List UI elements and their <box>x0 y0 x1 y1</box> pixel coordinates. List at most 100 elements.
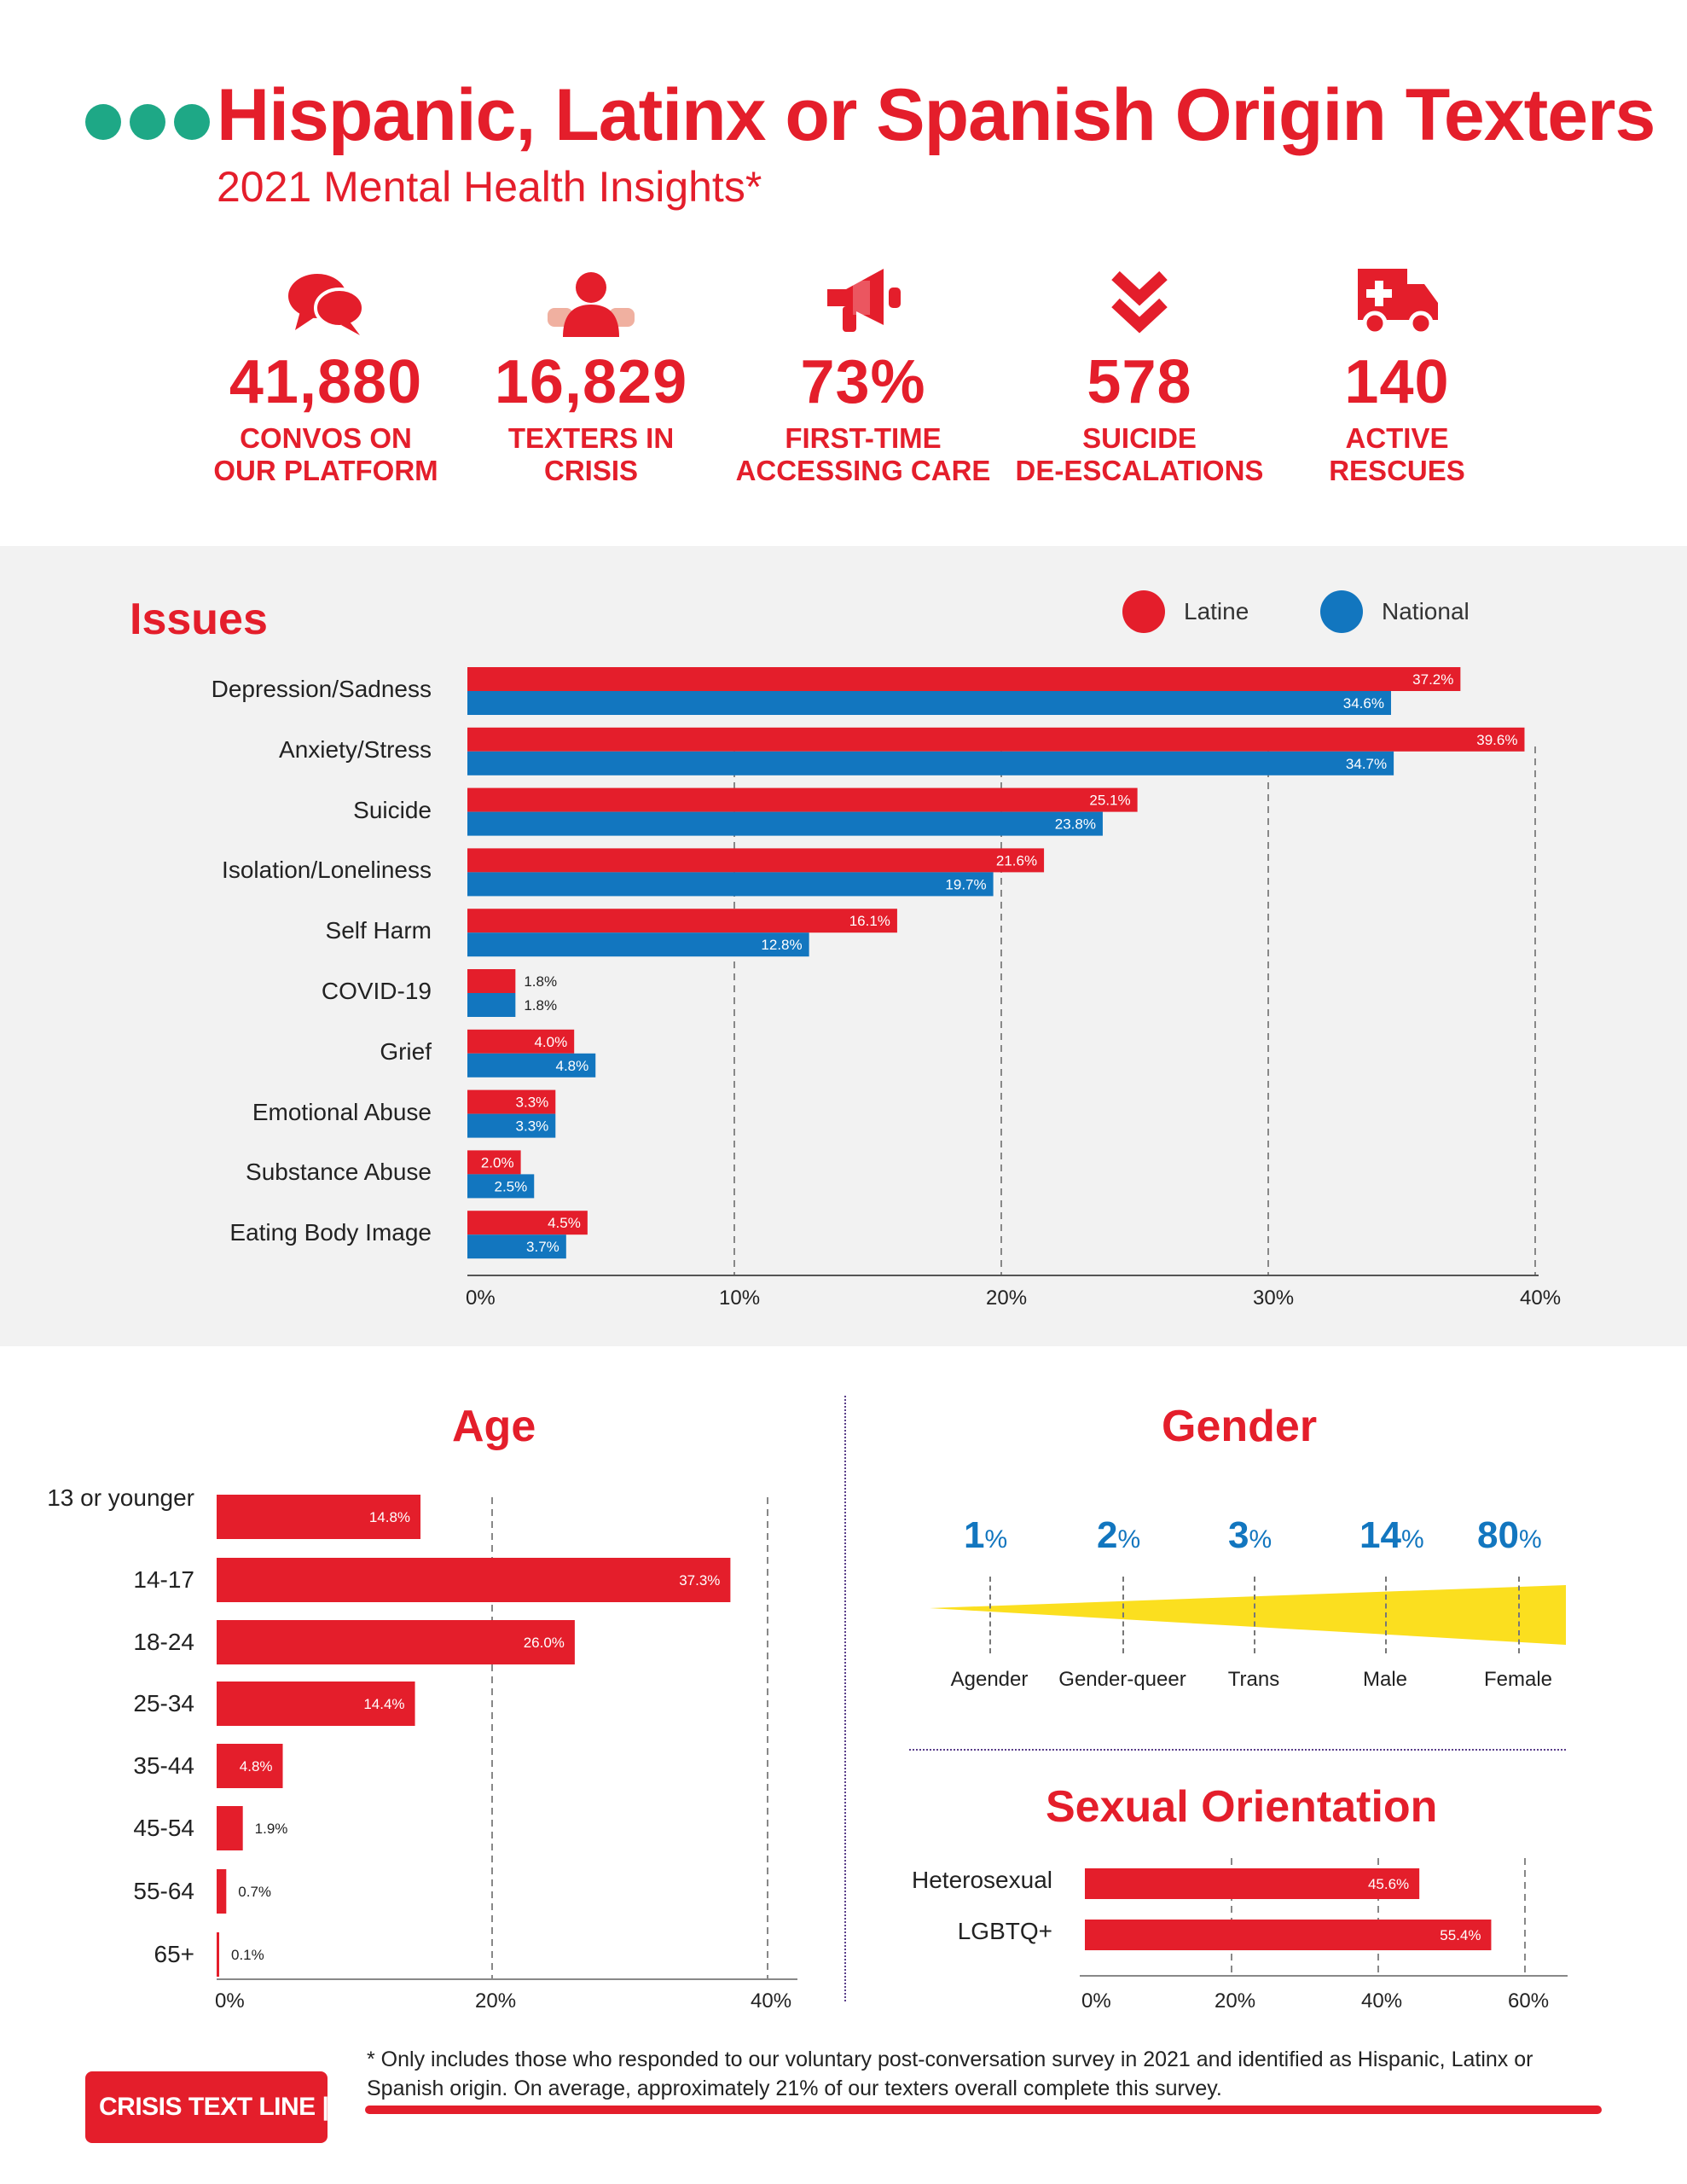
bar-latine <box>467 727 1525 752</box>
crisis-text-line-logo[interactable]: CRISIS TEXT LINE | <box>85 2071 329 2143</box>
stat-value: 73% <box>800 348 926 416</box>
gender-title: Gender <box>1162 1402 1318 1451</box>
gender-percentage-unit: % <box>1518 1525 1542 1554</box>
orientation-category-label: LGBTQ+ <box>957 1918 1052 1944</box>
page-title: Hispanic, Latinx or Spanish Origin Texte… <box>217 74 1655 156</box>
gender-tick <box>1254 1577 1255 1653</box>
age-x-tick: 40% <box>751 1989 792 2013</box>
age-category-label: 13 or younger <box>47 1484 194 1511</box>
bar-national <box>467 1234 566 1259</box>
issues-category-label: Isolation/Loneliness <box>222 857 432 884</box>
stat-convos: 41,880 CONVOS ON OUR PLATFORM <box>189 260 462 487</box>
age-value-label: 1.9% <box>255 1821 288 1837</box>
page-subtitle: 2021 Mental Health Insights* <box>217 163 762 211</box>
orientation-value-label: 55.4% <box>1440 1927 1481 1943</box>
issues-value-label: 23.8% <box>1055 816 1096 833</box>
issues-value-label: 4.0% <box>534 1034 567 1050</box>
orientation-bar <box>1085 1868 1420 1899</box>
footnote: * Only includes those who responded to o… <box>367 2048 1533 2100</box>
gender-percentage-value: 14 <box>1359 1514 1401 1556</box>
stat-label: CONVOS ON OUR PLATFORM <box>213 422 438 486</box>
issues-x-tick: 30% <box>1253 1287 1295 1310</box>
stat-value: 140 <box>1344 348 1450 416</box>
issues-value-label: 2.5% <box>495 1178 528 1194</box>
issues-title: Issues <box>130 595 268 644</box>
bar-national <box>467 751 1394 775</box>
issues-value-label: 16.1% <box>849 913 890 929</box>
bar-national <box>467 872 994 897</box>
gender-percentage-unit: % <box>1117 1525 1141 1554</box>
gender-tick <box>1518 1577 1520 1653</box>
gender-percentage: 14% <box>1359 1514 1424 1557</box>
orientation-x-tick: 60% <box>1508 1989 1550 2013</box>
bar-latine <box>467 848 1045 873</box>
stat-label: TEXTERS IN CRISIS <box>507 422 675 486</box>
gender-category-label: Agender <box>950 1668 1029 1691</box>
issues-value-label: 4.8% <box>555 1058 588 1074</box>
orientation-x-tick: 40% <box>1361 1989 1403 2013</box>
age-category-label: 65+ <box>154 1941 195 1967</box>
orientation-title: Sexual Orientation <box>1046 1782 1438 1832</box>
bar-national <box>467 811 1103 836</box>
age-category-label: 14-17 <box>133 1566 194 1593</box>
stat-rescues: 140 ACTIVE RESCUES <box>1261 260 1533 487</box>
age-value-label: 0.1% <box>231 1947 264 1963</box>
age-value-label: 0.7% <box>238 1884 271 1900</box>
legend-latine-swatch <box>1122 590 1165 633</box>
bar-national <box>467 1113 556 1138</box>
age-bar <box>217 1495 421 1539</box>
bar-latine <box>467 1029 575 1054</box>
age-title: Age <box>452 1402 536 1451</box>
gender-percentage-unit: % <box>984 1525 1008 1554</box>
legend-national-label: National <box>1382 598 1470 624</box>
issues-value-label: 21.6% <box>996 852 1037 868</box>
issues-category-label: Suicide <box>353 796 432 823</box>
issues-value-label: 37.2% <box>1412 671 1453 688</box>
orientation-value-label: 45.6% <box>1368 1876 1409 1892</box>
bar-latine <box>467 1089 556 1114</box>
issues-value-label: 3.3% <box>516 1118 549 1135</box>
bar-national <box>467 691 1391 715</box>
issues-category-label: Self Harm <box>325 917 432 944</box>
age-bar <box>217 1744 283 1788</box>
bar-latine <box>467 969 516 993</box>
orientation-x-tick: 0% <box>1081 1989 1111 2013</box>
gender-tick <box>989 1577 991 1653</box>
age-category-label: 35-44 <box>133 1752 194 1779</box>
bar-latine <box>467 787 1138 812</box>
age-x-tick: 20% <box>475 1989 517 2013</box>
issues-value-label: 1.8% <box>524 997 557 1014</box>
footer-rule <box>365 2106 1602 2114</box>
section-divider-vertical <box>844 1396 846 2001</box>
gender-category-label: Trans <box>1227 1668 1280 1691</box>
issues-category-label: Grief <box>380 1037 432 1065</box>
issues-chart: 37.2% 34.6% 39.6% 34.7% 25.1% 23.8% 21.6% 19.7%… <box>467 667 1539 1276</box>
issues-category-label: Emotional Abuse <box>252 1098 432 1125</box>
bar-latine <box>467 667 1461 691</box>
gender-percentage-unit: % <box>1400 1525 1424 1554</box>
age-bar <box>217 1620 575 1664</box>
bar-national <box>467 1174 535 1199</box>
age-category-label: 45-54 <box>133 1815 194 1841</box>
stat-first-time: 73% FIRST-TIME ACCESSING CARE <box>727 260 1000 487</box>
gender-percentage-value: 80 <box>1477 1514 1519 1556</box>
issues-value-label: 3.7% <box>526 1239 559 1255</box>
issues-panel: Issues Latine National Depression/Sadnes… <box>0 546 1687 1346</box>
bar-latine <box>467 909 897 933</box>
issues-value-label: 3.3% <box>516 1095 549 1111</box>
gender-tick <box>1385 1577 1387 1653</box>
issues-value-label: 1.8% <box>524 973 557 990</box>
age-value-label: 37.3% <box>679 1572 720 1589</box>
orientation-category-label: Heterosexual <box>912 1867 1052 1893</box>
issues-x-tick: 10% <box>719 1287 761 1310</box>
stat-deescalations: 578 SUICIDE DE-ESCALATIONS <box>1003 260 1276 487</box>
issues-value-label: 19.7% <box>945 876 986 892</box>
stat-texters: 16,829 TEXTERS IN CRISIS <box>455 260 728 487</box>
issues-value-label: 34.6% <box>1343 695 1384 712</box>
bar-latine <box>467 1211 588 1235</box>
legend-latine-label: Latine <box>1184 598 1249 624</box>
bar-latine <box>467 1150 521 1175</box>
megaphone-icon <box>727 260 1000 337</box>
issues-value-label: 2.0% <box>481 1154 514 1170</box>
bar-national <box>467 1053 596 1077</box>
